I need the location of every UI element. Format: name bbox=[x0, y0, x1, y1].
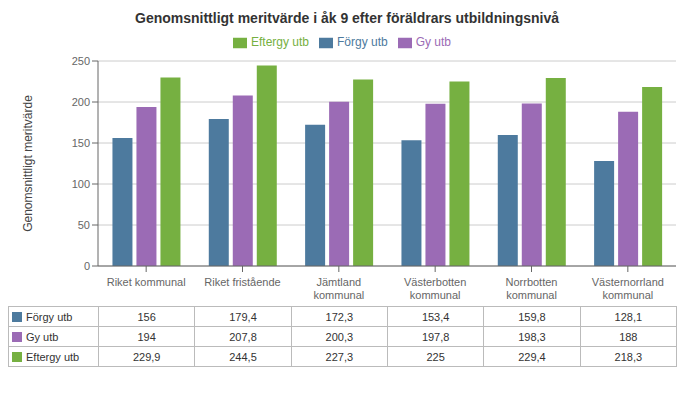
svg-text:Genomsnittligt meritvärde: Genomsnittligt meritvärde bbox=[21, 95, 35, 232]
html-text:229,4: 229,4 bbox=[518, 350, 546, 363]
svg-text:Västerbottenkommunal: Västerbottenkommunal bbox=[404, 276, 466, 301]
html-text:159,8: 159,8 bbox=[518, 310, 546, 323]
svg-text:Västernorrlandkommunal: Västernorrlandkommunal bbox=[592, 276, 664, 301]
html-text:225: 225 bbox=[426, 350, 445, 363]
html-text:Förgy utb: Förgy utb bbox=[26, 311, 73, 323]
html-text:Gy utb: Gy utb bbox=[26, 331, 59, 343]
svg-text:Jämtlandkommunal: Jämtlandkommunal bbox=[313, 276, 364, 301]
html-text:218,3: 218,3 bbox=[614, 350, 643, 363]
svg-text:Riket kommunal: Riket kommunal bbox=[107, 276, 186, 288]
html-text:Eftergy utb: Eftergy utb bbox=[26, 351, 80, 363]
html-text:179,4: 179,4 bbox=[229, 310, 257, 323]
html-text:Förgy utb: Förgy utb bbox=[337, 35, 388, 49]
html-text:156: 156 bbox=[137, 310, 156, 323]
svg-text:250: 250 bbox=[72, 55, 90, 67]
html-text:128,1: 128,1 bbox=[614, 310, 643, 323]
svg-text:Norrbottenkommunal: Norrbottenkommunal bbox=[506, 276, 558, 301]
svg-text:150: 150 bbox=[72, 137, 90, 149]
html-text:227,3: 227,3 bbox=[325, 350, 354, 363]
html-text:194: 194 bbox=[137, 330, 156, 343]
html-text:244,5: 244,5 bbox=[229, 350, 257, 363]
html-text:198,3: 198,3 bbox=[518, 330, 546, 343]
svg-text:100: 100 bbox=[72, 178, 90, 190]
html-text:229,9: 229,9 bbox=[132, 350, 161, 363]
html-text:Gy utb: Gy utb bbox=[415, 35, 451, 49]
html-text:Genomsnittligt meritvärde i åk: Genomsnittligt meritvärde i åk 9 efter f… bbox=[135, 10, 559, 26]
html-text:197,8: 197,8 bbox=[421, 330, 450, 343]
html-text:172,3: 172,3 bbox=[325, 310, 354, 323]
html-text:Eftergy utb: Eftergy utb bbox=[251, 35, 309, 49]
svg-text:0: 0 bbox=[84, 260, 90, 272]
html-text:188: 188 bbox=[619, 330, 638, 343]
html-text:207,8: 207,8 bbox=[229, 330, 257, 343]
html-text:153,4: 153,4 bbox=[421, 310, 450, 323]
svg-text:200: 200 bbox=[72, 96, 90, 108]
svg-text:50: 50 bbox=[78, 219, 90, 231]
svg-text:Riket fristående: Riket fristående bbox=[204, 276, 280, 288]
html-text:200,3: 200,3 bbox=[325, 330, 354, 343]
